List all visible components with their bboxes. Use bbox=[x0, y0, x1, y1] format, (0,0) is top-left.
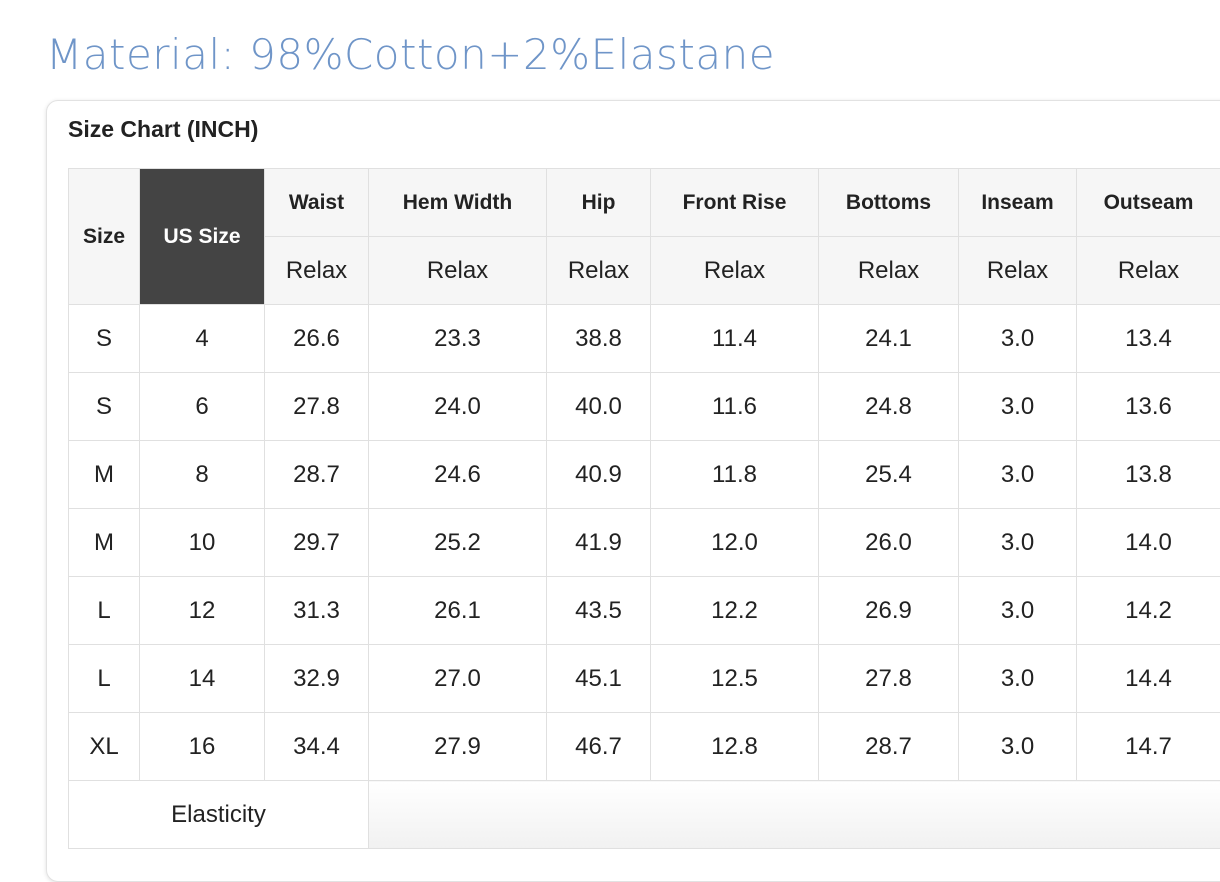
table-cell: 12.0 bbox=[651, 509, 819, 577]
table-cell: 24.6 bbox=[369, 441, 547, 509]
table-cell: 3.0 bbox=[959, 645, 1077, 713]
table-cell: 14.0 bbox=[1077, 509, 1220, 577]
table-cell: 14.2 bbox=[1077, 577, 1220, 645]
subheader-cell: Relax bbox=[1077, 237, 1220, 305]
table-cell: L bbox=[69, 577, 140, 645]
table-cell: 11.6 bbox=[651, 373, 819, 441]
table-cell: 4 bbox=[140, 305, 265, 373]
table-cell: 46.7 bbox=[547, 713, 651, 781]
table-row: Elasticity bbox=[69, 781, 1220, 849]
subheader-cell: Relax bbox=[547, 237, 651, 305]
table-cell: 6 bbox=[140, 373, 265, 441]
table-cell: L bbox=[69, 645, 140, 713]
table-cell: 32.9 bbox=[265, 645, 369, 713]
table-cell: 12.8 bbox=[651, 713, 819, 781]
table-cell: 3.0 bbox=[959, 373, 1077, 441]
table-cell: 40.0 bbox=[547, 373, 651, 441]
table-cell: 27.0 bbox=[369, 645, 547, 713]
table-cell: 11.4 bbox=[651, 305, 819, 373]
table-cell: 27.8 bbox=[265, 373, 369, 441]
table-cell: 14.4 bbox=[1077, 645, 1220, 713]
footer-label: Elasticity bbox=[69, 781, 369, 849]
material-text: Material: 98%Cotton+2%Elastane bbox=[46, 30, 775, 79]
table-cell: 11.8 bbox=[651, 441, 819, 509]
table-cell: 40.9 bbox=[547, 441, 651, 509]
table-cell: S bbox=[69, 305, 140, 373]
table-cell: 14 bbox=[140, 645, 265, 713]
column-header: US Size bbox=[140, 169, 265, 305]
page: Material: 98%Cotton+2%Elastane Size Char… bbox=[0, 0, 1220, 853]
table-cell: 24.0 bbox=[369, 373, 547, 441]
column-header: Outseam bbox=[1077, 169, 1220, 237]
table-cell: M bbox=[69, 509, 140, 577]
column-header: Hem Width bbox=[369, 169, 547, 237]
table-cell: 13.8 bbox=[1077, 441, 1220, 509]
table-cell: 3.0 bbox=[959, 509, 1077, 577]
table-cell: 12.5 bbox=[651, 645, 819, 713]
table-cell: 10 bbox=[140, 509, 265, 577]
size-chart-title: Size Chart (INCH) bbox=[68, 116, 258, 143]
table-cell: 28.7 bbox=[265, 441, 369, 509]
column-header: Hip bbox=[547, 169, 651, 237]
table-cell: 3.0 bbox=[959, 305, 1077, 373]
subheader-cell: Relax bbox=[265, 237, 369, 305]
table-cell: 27.9 bbox=[369, 713, 547, 781]
table-cell: 25.4 bbox=[819, 441, 959, 509]
column-header: Front Rise bbox=[651, 169, 819, 237]
table-cell: 45.1 bbox=[547, 645, 651, 713]
table-cell: 13.6 bbox=[1077, 373, 1220, 441]
table-cell: 38.8 bbox=[547, 305, 651, 373]
subheader-cell: Relax bbox=[819, 237, 959, 305]
table-cell: XL bbox=[69, 713, 140, 781]
table-cell: S bbox=[69, 373, 140, 441]
table-cell: 8 bbox=[140, 441, 265, 509]
table-cell: 41.9 bbox=[547, 509, 651, 577]
table-cell: 16 bbox=[140, 713, 265, 781]
subheader-cell: Relax bbox=[959, 237, 1077, 305]
table-cell: 3.0 bbox=[959, 441, 1077, 509]
subheader-cell: Relax bbox=[651, 237, 819, 305]
table-cell: 12.2 bbox=[651, 577, 819, 645]
table-cell: 13.4 bbox=[1077, 305, 1220, 373]
column-header: Size bbox=[69, 169, 140, 305]
table-cell: M bbox=[69, 441, 140, 509]
column-header: Bottoms bbox=[819, 169, 959, 237]
subheader-cell: Relax bbox=[369, 237, 547, 305]
table-cell: 28.7 bbox=[819, 713, 959, 781]
table-cell: 24.1 bbox=[819, 305, 959, 373]
table-cell: 25.2 bbox=[369, 509, 547, 577]
footer-cell bbox=[369, 781, 1220, 849]
table-cell: 26.6 bbox=[265, 305, 369, 373]
table-cell: 31.3 bbox=[265, 577, 369, 645]
column-header: Waist bbox=[265, 169, 369, 237]
table-cell: 3.0 bbox=[959, 713, 1077, 781]
table-cell: 26.1 bbox=[369, 577, 547, 645]
table-cell: 14.7 bbox=[1077, 713, 1220, 781]
table-cell: 43.5 bbox=[547, 577, 651, 645]
table-cell: 27.8 bbox=[819, 645, 959, 713]
table-cell: 23.3 bbox=[369, 305, 547, 373]
column-header: Inseam bbox=[959, 169, 1077, 237]
table-cell: 3.0 bbox=[959, 577, 1077, 645]
table-cell: 24.8 bbox=[819, 373, 959, 441]
table-cell: 29.7 bbox=[265, 509, 369, 577]
table-cell: 34.4 bbox=[265, 713, 369, 781]
table-cell: 12 bbox=[140, 577, 265, 645]
table-cell: 26.0 bbox=[819, 509, 959, 577]
table-cell: 26.9 bbox=[819, 577, 959, 645]
